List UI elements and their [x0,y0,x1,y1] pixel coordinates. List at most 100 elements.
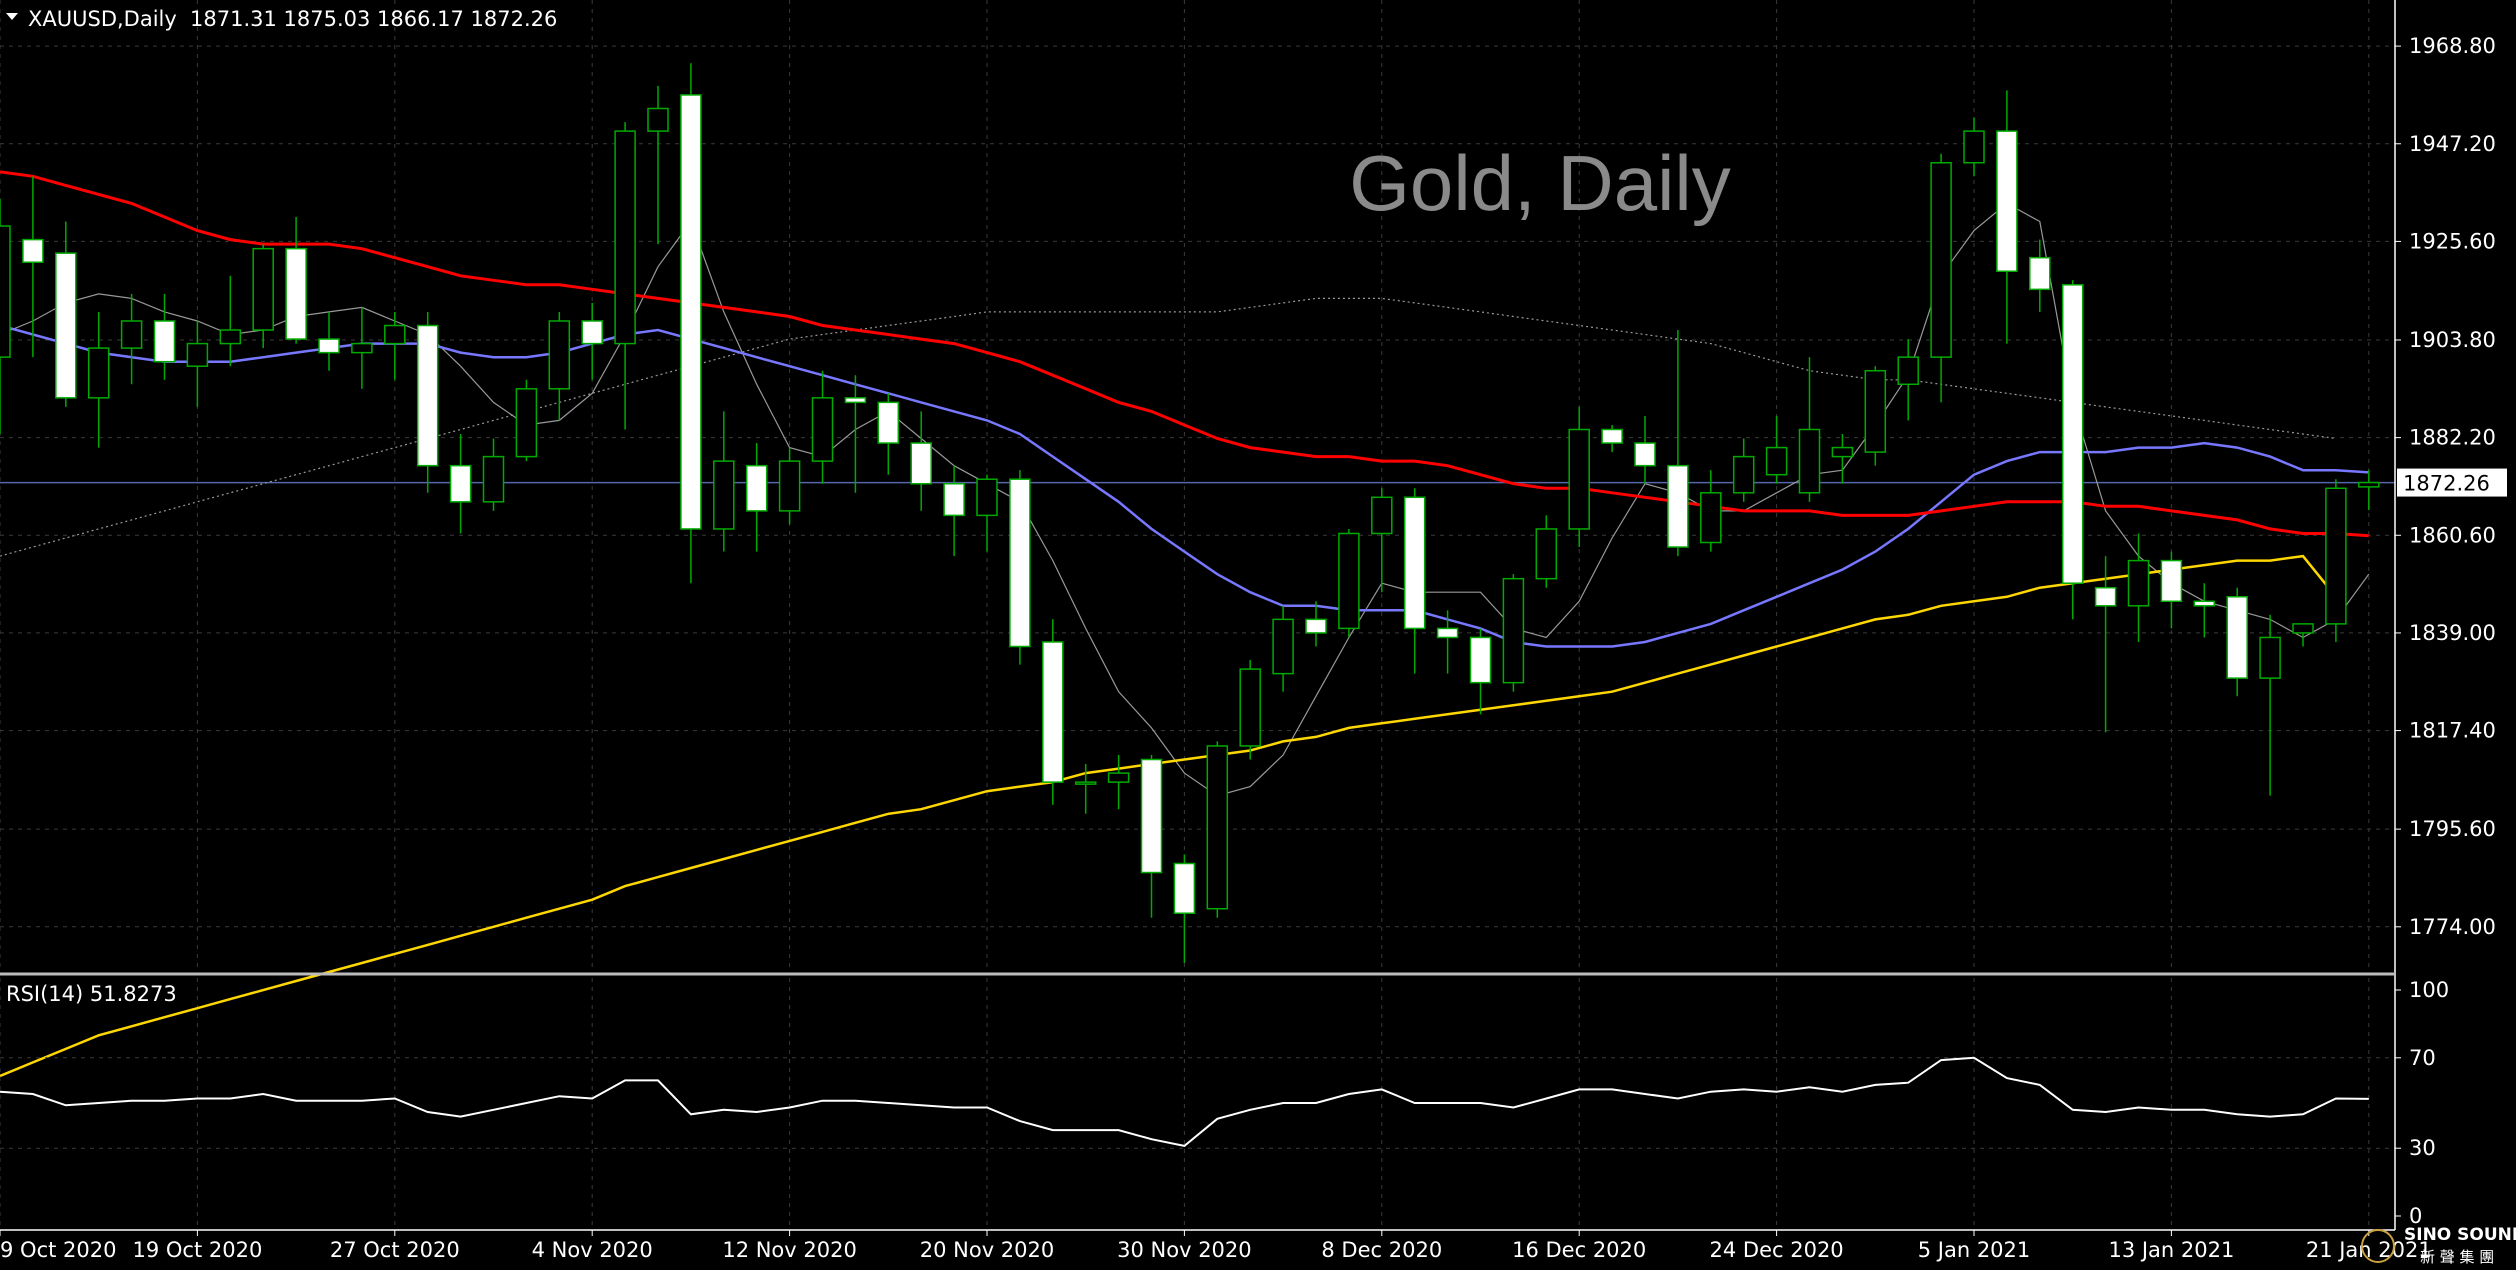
candle-bear [844,397,867,404]
symbol-label[interactable]: XAUUSD,Daily [28,7,177,31]
price-tick-label: 1817.40 [2409,719,2496,743]
candle-bear [1173,862,1196,914]
candle-bull [647,107,669,132]
candle-bull [1272,618,1294,675]
candle-bull [1897,356,1919,386]
candle-bull [1206,745,1229,910]
date-tick-label: 5 Jan 2021 [1918,1238,2031,1262]
price-tick-label: 1795.60 [2409,817,2496,841]
candle-bull [1107,772,1130,783]
date-tick-label: 24 Dec 2020 [1710,1238,1844,1262]
candle-bull [384,324,406,345]
candle-bull [120,320,143,349]
candle-bull [2292,623,2314,634]
chart-watermark: Gold, Daily [1349,139,1730,227]
price-tick-label: 1903.80 [2409,328,2496,352]
candle-bear [745,464,768,512]
candle-bear [1009,478,1031,648]
logo-emblem-icon [2361,1229,2395,1263]
candle-bear [581,320,603,345]
price-tick-label: 1882.20 [2409,426,2496,450]
candle-bull [186,342,209,367]
candle-bear [1140,758,1163,874]
candle-bear [2193,600,2216,607]
price-tick-label: 1774.00 [2409,915,2496,939]
candle-bull [252,247,274,331]
candle-bear [1042,641,1064,783]
candle-bear [2226,596,2248,679]
date-tick-label: 19 Oct 2020 [132,1238,262,1262]
candle-bull [2127,559,2150,607]
candle-bull [1502,577,1525,684]
rsi-label: RSI(14) 51.8273 [6,982,177,1006]
rsi-line [0,1056,2369,1147]
candle-bull [1074,781,1097,785]
logo-chinese: 新 聲 集 團 [2420,1248,2494,1266]
candle-bear [1996,130,2018,273]
candle-bull [976,478,998,517]
date-tick-label: 16 Dec 2020 [1512,1238,1646,1262]
candle-bear [318,338,340,354]
candle-bear [680,94,702,530]
ma-yellow-line [0,554,2337,1078]
rsi-tick-label: 100 [2409,978,2449,1002]
candle-bear [153,320,176,363]
price-tick-label: 1925.60 [2409,229,2496,253]
sino-sound-logo: SINO SOUND 新 聲 集 團 [2361,1225,2516,1266]
candle-bear [1634,442,1656,467]
candle-bull [1535,528,1558,580]
rsi-tick-label: 30 [2409,1136,2436,1160]
rsi-tick-label: 0 [2409,1204,2422,1228]
price-tick-label: 1968.80 [2409,34,2496,58]
candle-bull [811,397,834,462]
candle-bear [1403,496,1426,630]
candle-bear [416,324,439,467]
ohlc-label: 1871.31 1875.03 1866.17 1872.26 [190,7,557,31]
candle-bear [2160,559,2183,603]
current-price-box [2397,468,2507,497]
candle-bull [1963,130,1985,164]
price-tick-label: 1947.20 [2409,132,2496,156]
candle-bear [943,482,965,517]
candle-bear [2094,586,2117,607]
candle-bear [1305,618,1327,634]
candle-bull [548,320,571,390]
candle-bull [713,460,735,530]
rsi-panel: 100 70 30 0 [0,978,2449,1228]
symbol-dropdown-icon[interactable] [6,13,18,20]
candle-bull [1831,446,1854,458]
candle-bull [778,460,801,512]
candle-bull [1864,369,1887,453]
candle-bull [2358,481,2380,488]
candle-bear [2029,256,2051,291]
candle-bear [55,252,77,399]
price-tick-label: 1839.00 [2409,621,2496,645]
date-tick-label: 27 Oct 2020 [330,1238,460,1262]
date-tick-label: 9 Oct 2020 [0,1238,116,1262]
candle-bull [1239,668,1261,747]
current-price-label: 1872.26 [2403,472,2490,496]
date-tick-label: 4 Nov 2020 [532,1238,653,1262]
candle-bull [1371,496,1393,535]
date-tick-label: 8 Dec 2020 [1321,1238,1442,1262]
candles [0,63,2380,963]
candle-bear [877,401,900,444]
date-tick-label: 20 Nov 2020 [920,1238,1055,1262]
rsi-tick-label: 70 [2409,1046,2436,1070]
candle-bull [482,455,505,503]
candle-bull [1798,428,1821,494]
candle-bull [1765,446,1788,476]
date-tick-label: 30 Nov 2020 [1117,1238,1252,1262]
candle-bear [2061,284,2084,584]
candle-bull [1930,162,1952,358]
candle-bear [1601,428,1623,444]
candle-bear [910,442,932,485]
candle-bull [1732,455,1755,494]
candle-bull [1568,428,1590,530]
price-tick-label: 1860.60 [2409,523,2496,547]
candle-bull [515,388,538,458]
candle-bear [1667,464,1689,548]
